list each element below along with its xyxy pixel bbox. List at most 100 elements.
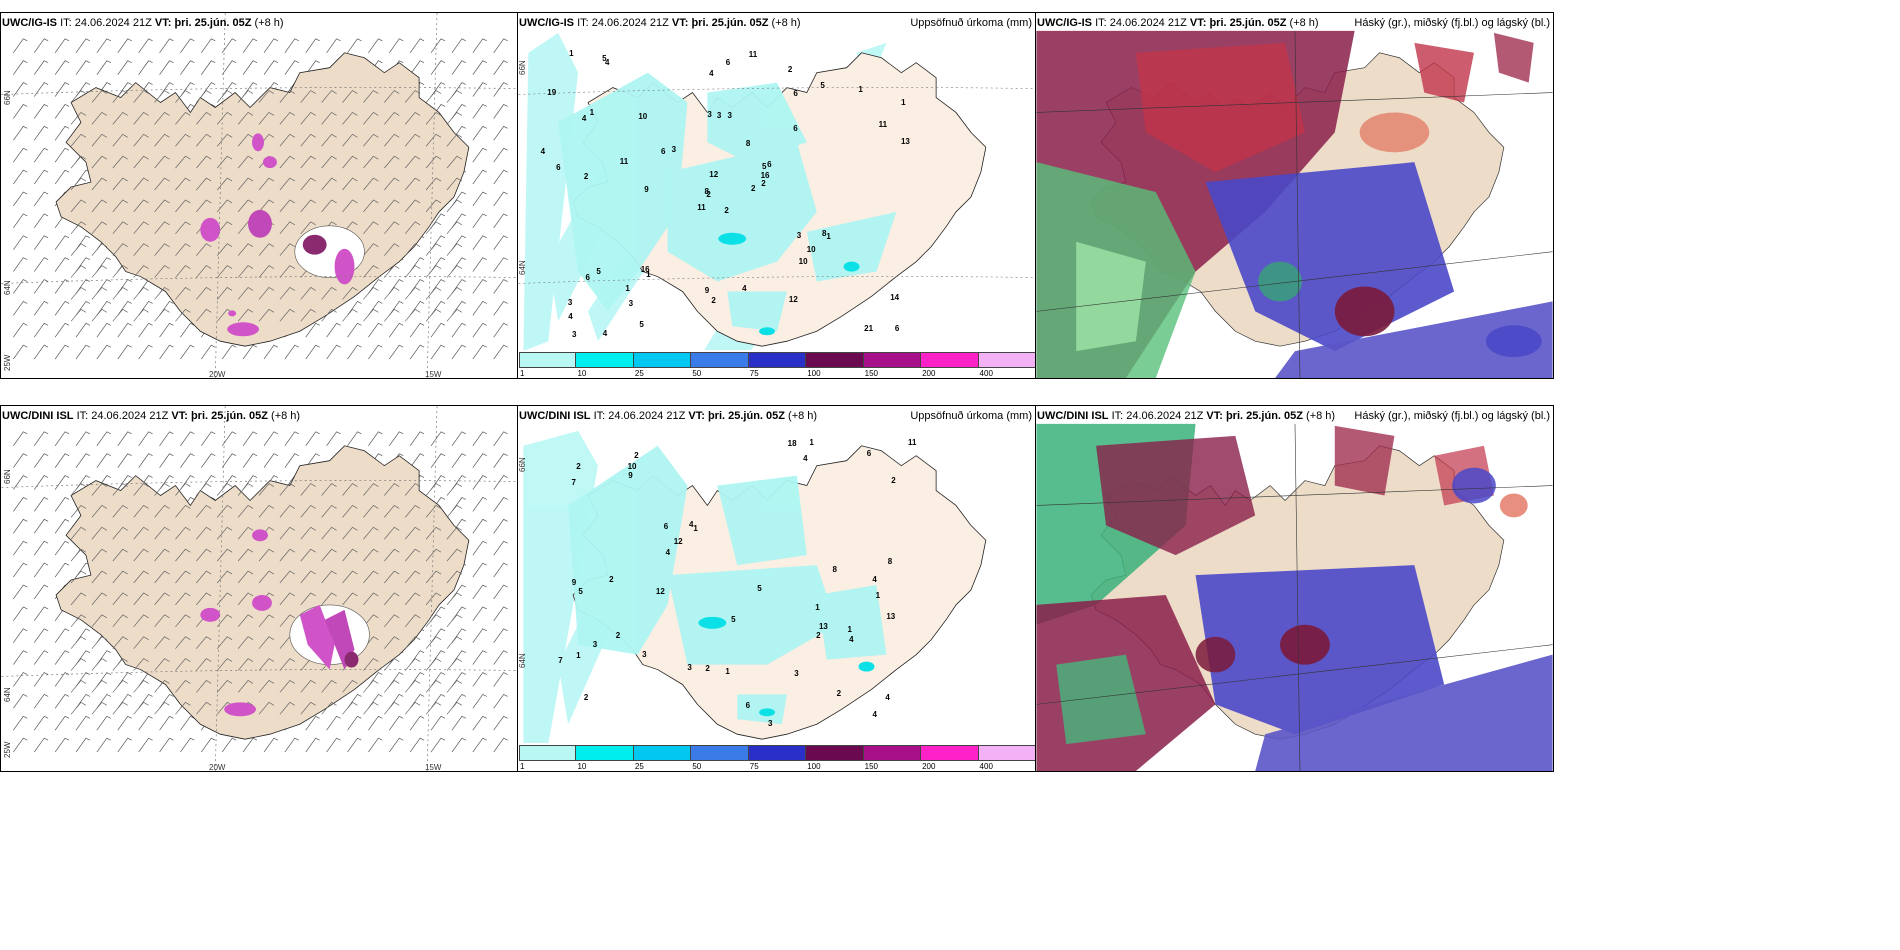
precip-value: 3 [571,330,577,340]
wind-barb [368,672,383,687]
precip-value: 4 [604,57,610,67]
legend-swatch [978,745,1035,761]
wind-barb [493,279,508,294]
wind-barb [54,540,70,556]
wind-barb [363,265,379,278]
precip-value: 2 [706,189,711,199]
wind-barb [159,475,174,490]
wind-barb [138,693,153,709]
wind-barb [133,177,149,191]
wind-barb [258,701,275,715]
wind-barb [258,570,275,584]
wind-barb [196,548,212,562]
wind-barb [384,287,400,300]
legend-tick: 1 [520,762,525,771]
graticule [518,87,1035,284]
wind-barb [389,693,404,709]
precip-value: 10 [806,245,816,255]
wind-barb [300,680,316,693]
wind-barb [347,431,362,446]
wind-barb [430,82,446,97]
wind-barb [384,526,400,540]
wind-barb [242,60,258,75]
wind-barb [384,680,400,693]
wind-barb [175,505,191,518]
wind-barb [112,680,128,693]
wind-barb [91,483,108,496]
wind-barb [342,483,358,496]
wind-barb [91,526,108,540]
wind-barb [472,147,487,163]
wind-barb [201,344,216,360]
wind-barb [404,133,421,147]
wind-barb [196,483,212,496]
wind-barb [54,235,70,250]
wind-barb [451,715,467,731]
wind-barb [180,38,195,53]
wind-barb [493,628,508,643]
wind-barb [451,300,467,316]
wind-barb [75,235,91,250]
wind-barb [154,177,170,191]
wind-barb [425,265,442,278]
wind-barb [70,548,87,562]
precip-value: 10 [638,111,648,121]
wind-barb [216,133,233,147]
wind-barb [175,548,191,562]
wind-barb [154,592,170,606]
wind-barb [175,287,191,300]
wind-barb [263,737,279,753]
wind-barb [472,169,487,185]
wind-barb [196,526,212,540]
precip-value: 2 [836,689,842,699]
wind-barb [347,322,362,338]
wind-barb [279,243,295,256]
wind-barb [133,701,149,715]
precip-value: 6 [660,146,666,156]
wind-barb [133,548,149,562]
wind-barb [368,431,383,446]
wind-barb [117,322,132,338]
wind-barb [279,592,295,606]
wind-barb [54,453,70,468]
legend-tick: 150 [864,762,879,771]
wind-barb [472,60,487,75]
wind-barb [493,606,508,622]
wind-barb [451,60,467,75]
wind-barb [96,737,111,753]
wind-barb [91,614,108,628]
wind-barb [70,592,87,606]
wind-barb [472,606,487,622]
wind-barb [216,614,233,628]
wind-barb [54,497,70,512]
wind-barb [279,133,295,147]
wind-barb [363,155,379,169]
wind-barb [242,431,258,446]
precip-value: 4 [689,520,694,530]
wind-barb [279,155,295,169]
wind-barb [13,38,28,53]
wind-barb [91,90,108,103]
wind-barb [33,715,49,731]
precip-value: 1 [569,49,574,59]
wind-barb [70,112,87,125]
wind-barb [430,672,446,687]
legend-swatch [863,745,922,761]
wind-barb [242,737,258,753]
wind-barb [75,300,91,316]
precip-value: 3 [767,718,773,728]
wind-barb [279,221,295,235]
wind-barb [342,133,358,147]
wind-barb [175,221,191,235]
wind-barb [404,90,421,103]
wind-barb [216,221,233,235]
wind-barb [112,526,128,540]
wind-barb [404,155,421,169]
wind-barb [446,658,463,671]
cloud-layers [1036,30,1553,378]
wind-barb [284,453,299,468]
wind-barb [221,431,237,446]
wind-barb [154,701,170,715]
wind-barb [446,548,463,562]
wind-barb [279,90,295,103]
